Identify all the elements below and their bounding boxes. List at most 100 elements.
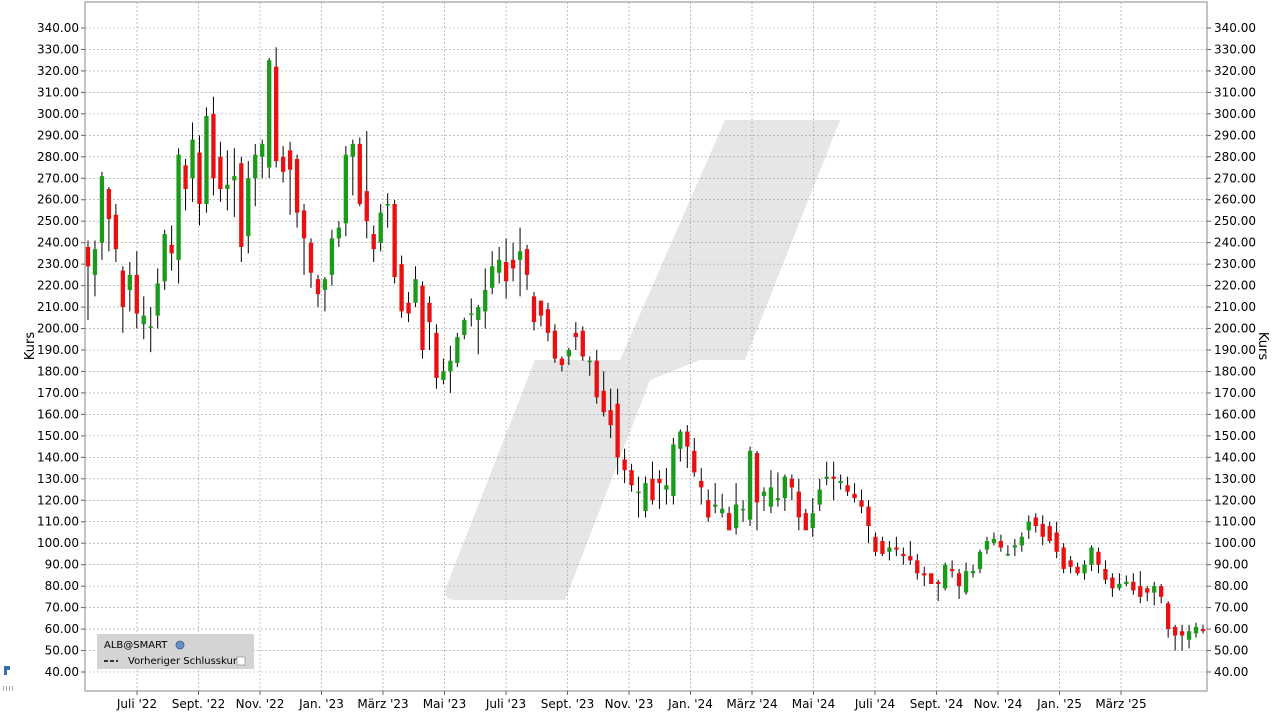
candle-body bbox=[1047, 526, 1052, 542]
y-tick-label-right: 290.00 bbox=[1214, 128, 1256, 142]
candle-body bbox=[113, 214, 119, 250]
candle-body bbox=[406, 302, 411, 314]
y-tick-label-left: 300.00 bbox=[37, 107, 79, 121]
y-tick-label-right: 340.00 bbox=[1214, 21, 1256, 35]
watermark-logo bbox=[445, 120, 840, 600]
candle-body bbox=[162, 234, 167, 282]
x-tick-label: Juli '24 bbox=[854, 697, 895, 711]
candle-body bbox=[671, 444, 676, 496]
candle-body bbox=[908, 556, 913, 561]
y-tick-label-right: 310.00 bbox=[1214, 85, 1256, 99]
candle-body bbox=[315, 279, 321, 295]
y-tick-label-left: 220.00 bbox=[37, 279, 79, 293]
y-tick-label-right: 90.00 bbox=[1214, 558, 1248, 572]
y-tick-label-left: 200.00 bbox=[37, 322, 79, 336]
candle-body bbox=[246, 178, 251, 237]
candle-body bbox=[566, 350, 572, 357]
y-tick-label-left: 60.00 bbox=[45, 622, 79, 636]
y-tick-label-right: 280.00 bbox=[1214, 150, 1256, 164]
candle-body bbox=[1159, 586, 1164, 597]
candle-body bbox=[490, 266, 495, 288]
candle-body bbox=[747, 450, 753, 520]
candle-body bbox=[664, 485, 669, 490]
candle-body bbox=[1033, 517, 1038, 527]
candle-body bbox=[120, 270, 126, 308]
candle-body bbox=[1200, 629, 1206, 632]
corner-settings-icon[interactable] bbox=[3, 666, 13, 691]
candle-body bbox=[1089, 547, 1094, 565]
y-tick-label-left: 160.00 bbox=[37, 407, 79, 421]
candle-body bbox=[336, 227, 342, 239]
globe-icon[interactable] bbox=[175, 640, 185, 650]
x-tick-label: März '25 bbox=[1095, 697, 1146, 711]
y-tick-label-left: 140.00 bbox=[37, 450, 79, 464]
x-axis: Juli '22 Sept. '22 Nov. '22 Jan. '23 März '2… bbox=[116, 691, 1147, 711]
candle-body bbox=[1005, 553, 1011, 556]
candle-body bbox=[211, 113, 216, 179]
candle-body bbox=[294, 158, 300, 213]
y-tick-label-right: 160.00 bbox=[1214, 407, 1256, 421]
candle-body bbox=[1193, 626, 1199, 634]
candle-body bbox=[322, 279, 328, 290]
y-tick-label-left: 110.00 bbox=[37, 515, 79, 529]
legend-checkbox[interactable] bbox=[236, 656, 246, 666]
candle-body bbox=[880, 541, 885, 554]
candle-body bbox=[232, 176, 237, 181]
y-tick-label-left: 330.00 bbox=[37, 42, 79, 56]
candle-body bbox=[517, 251, 523, 260]
y-tick-label-left: 150.00 bbox=[37, 429, 79, 443]
y-tick-label-right: 300.00 bbox=[1214, 107, 1256, 121]
y-tick-label-right: 100.00 bbox=[1214, 536, 1256, 550]
candle-body bbox=[350, 143, 355, 157]
candle-body bbox=[713, 504, 718, 507]
candle-body bbox=[629, 470, 634, 486]
candle-body bbox=[685, 431, 690, 447]
candle-body bbox=[929, 573, 934, 584]
y-tick-label-left: 320.00 bbox=[37, 64, 79, 78]
candle-body bbox=[789, 478, 795, 488]
candle-body bbox=[496, 259, 502, 273]
candle-body bbox=[915, 560, 920, 574]
candle-body bbox=[887, 547, 892, 552]
x-tick-label: Sept. '22 bbox=[172, 697, 226, 711]
x-tick-label: Jan. '24 bbox=[667, 697, 713, 711]
candle-body bbox=[1124, 581, 1129, 584]
candle-body bbox=[1096, 551, 1101, 565]
legend-box: ALB@SMART Vorheriger Schlusskurs bbox=[97, 634, 254, 669]
candle-body bbox=[706, 500, 711, 518]
candle-body bbox=[977, 551, 983, 569]
legend-item-label: Vorheriger Schlusskurs bbox=[128, 656, 242, 667]
candle-body bbox=[622, 459, 627, 471]
candle-body bbox=[239, 163, 244, 247]
candle-body bbox=[1145, 588, 1150, 593]
candle-body bbox=[469, 313, 474, 316]
y-tick-label-left: 70.00 bbox=[45, 601, 79, 615]
y-tick-label-right: 180.00 bbox=[1214, 364, 1256, 378]
candle-body bbox=[754, 453, 760, 503]
candle-body bbox=[1012, 545, 1018, 548]
candle-body bbox=[775, 498, 781, 501]
candle-body bbox=[190, 139, 195, 179]
candle-body bbox=[413, 279, 418, 303]
candle-body bbox=[399, 264, 404, 312]
y-tick-label-right: 190.00 bbox=[1214, 343, 1256, 357]
candle-body bbox=[559, 358, 565, 366]
candle-body bbox=[287, 150, 293, 170]
candle-body bbox=[531, 296, 537, 323]
x-tick-label: Jan. '25 bbox=[1036, 697, 1082, 711]
plot-frame bbox=[84, 1, 1208, 692]
candle-body bbox=[462, 319, 467, 335]
candle-body bbox=[692, 450, 697, 473]
candle-body bbox=[1061, 547, 1066, 569]
candle-body bbox=[803, 513, 808, 531]
y-tick-label-right: 320.00 bbox=[1214, 64, 1256, 78]
candle-body bbox=[580, 330, 585, 357]
y-tick-label-left: 90.00 bbox=[45, 558, 79, 572]
y-tick-label-right: 170.00 bbox=[1214, 386, 1256, 400]
y-tick-label-right: 200.00 bbox=[1214, 322, 1256, 336]
candle-body bbox=[845, 485, 850, 492]
candle-body bbox=[1138, 586, 1143, 597]
candle-body bbox=[204, 116, 209, 205]
candle-body bbox=[183, 165, 188, 189]
candle-body bbox=[155, 283, 160, 316]
